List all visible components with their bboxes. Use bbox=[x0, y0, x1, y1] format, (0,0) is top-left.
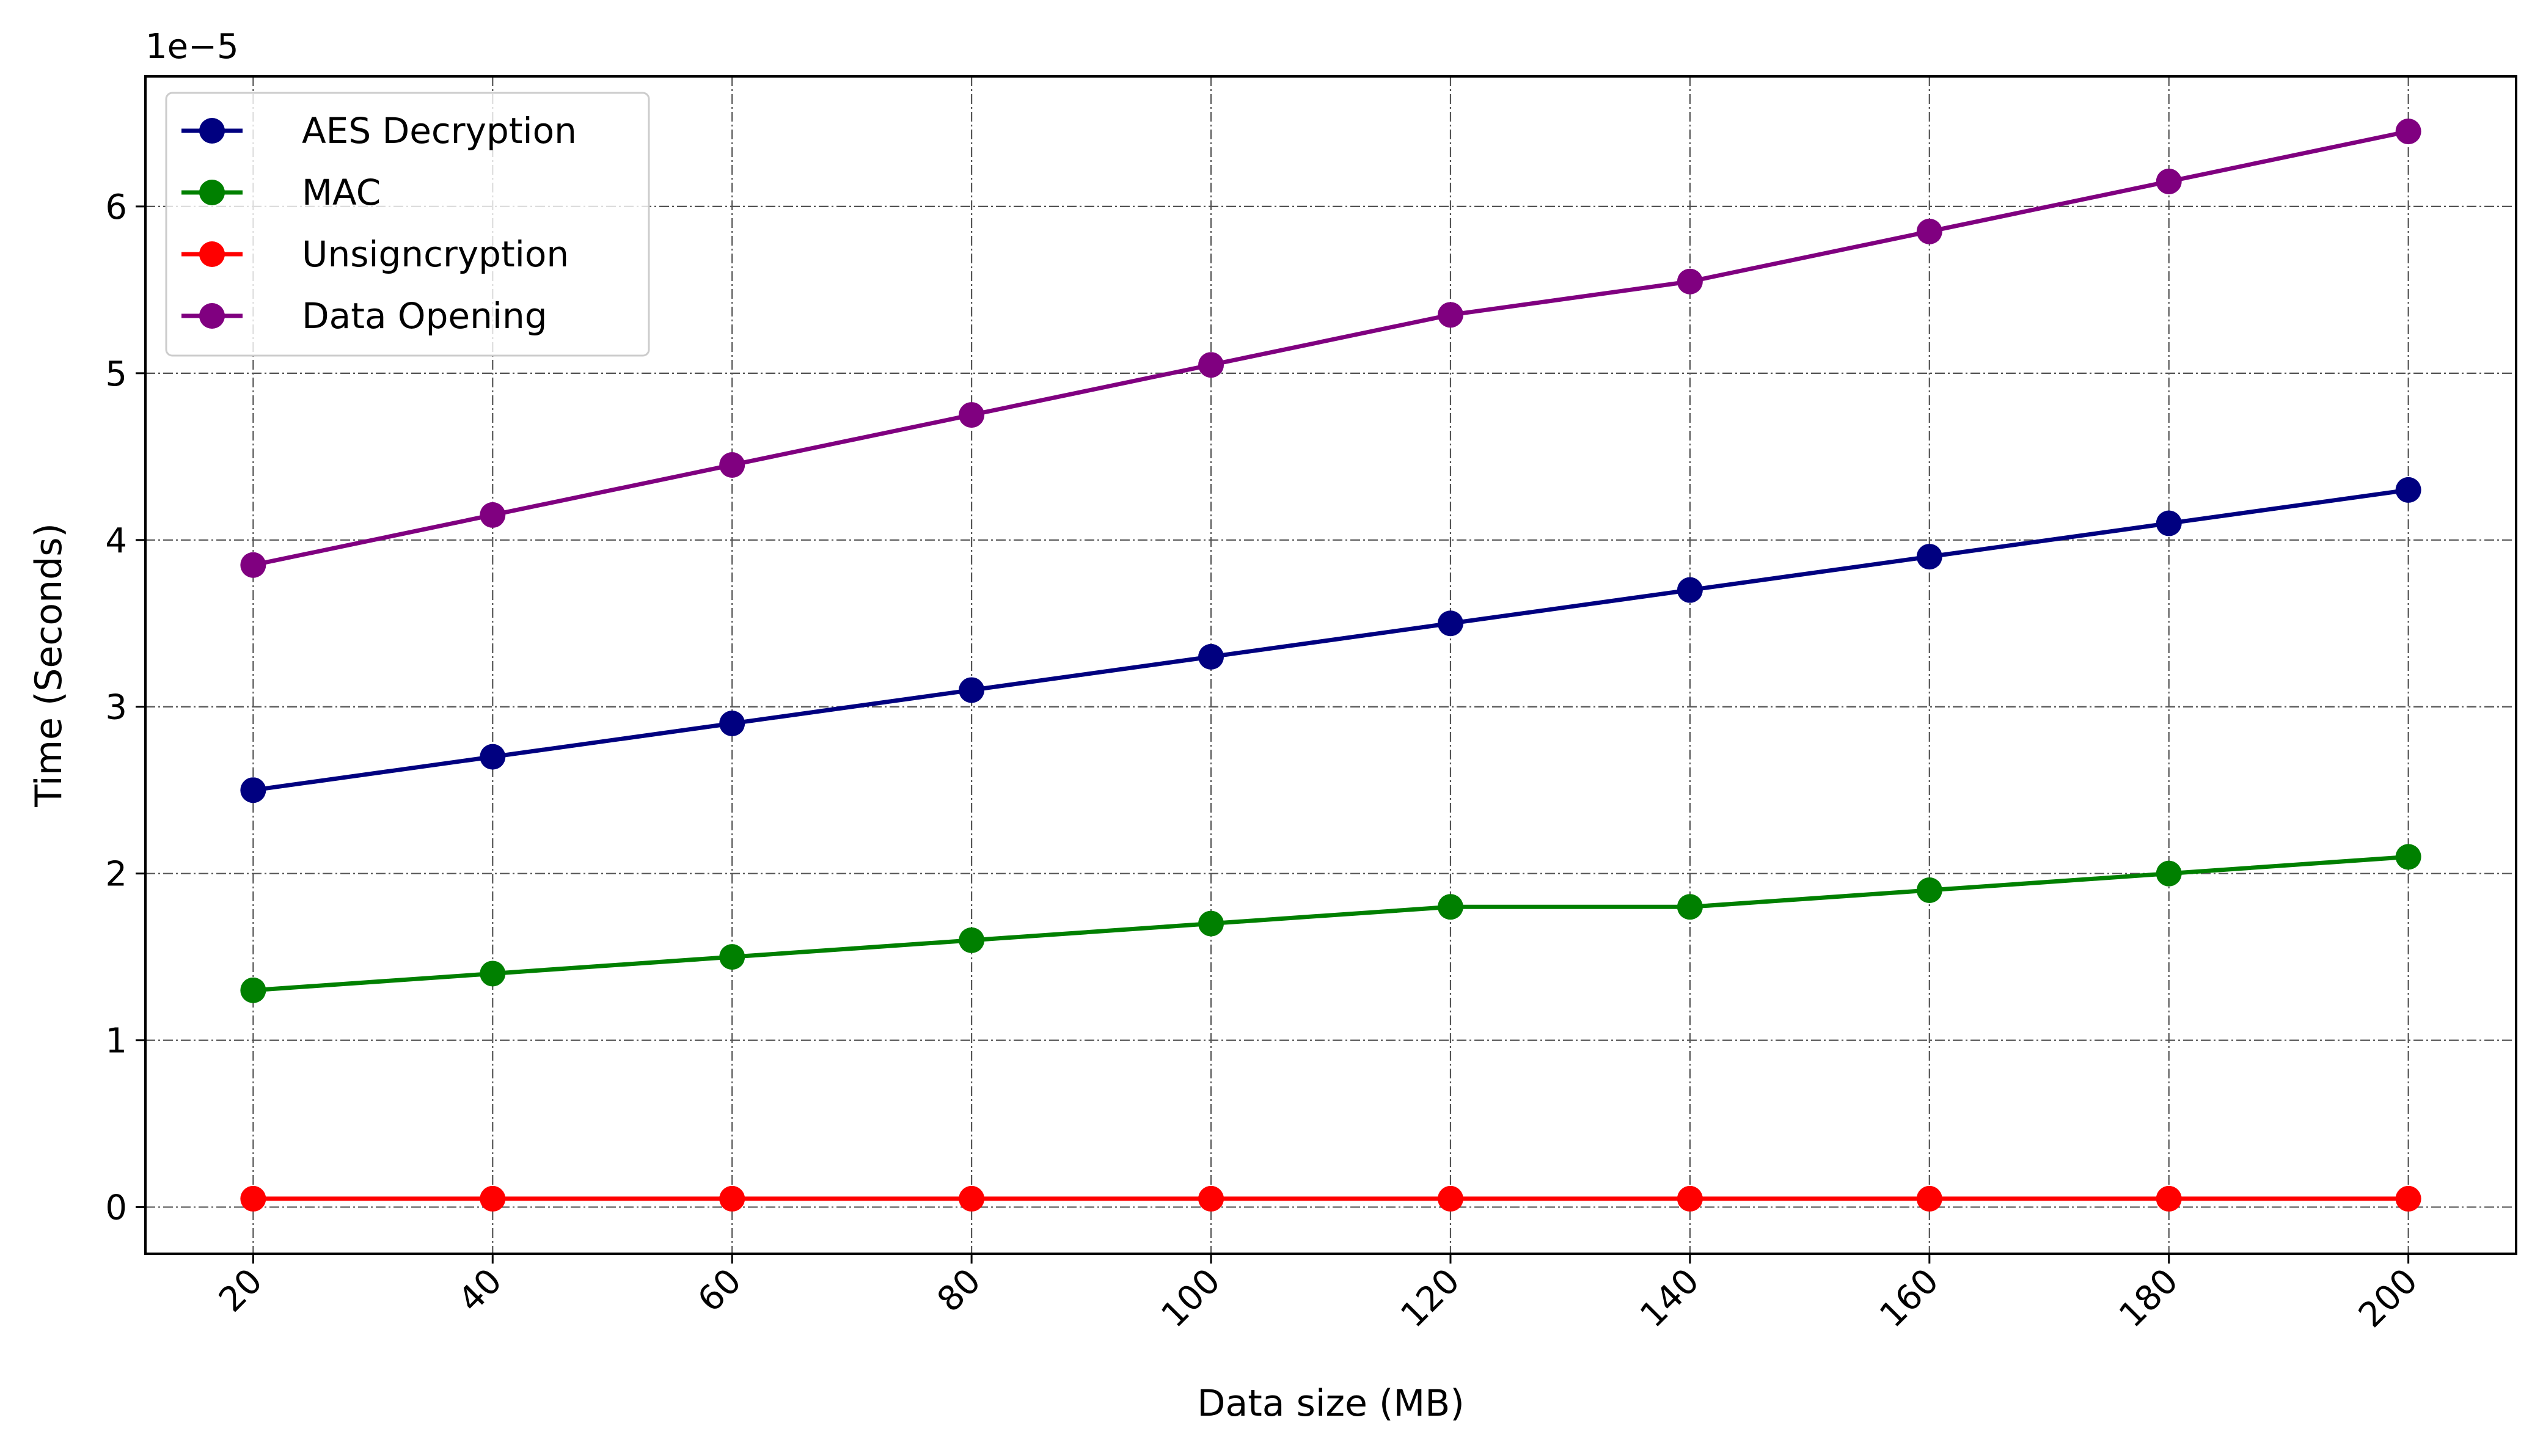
legend-marker bbox=[199, 118, 225, 144]
series-2 bbox=[240, 1185, 2421, 1212]
plot-frame bbox=[144, 75, 2517, 1255]
data-point bbox=[2156, 1185, 2182, 1212]
y-offset-label: 1e−5 bbox=[145, 27, 239, 67]
data-point bbox=[1677, 268, 1703, 294]
data-point bbox=[719, 452, 745, 478]
data-point bbox=[959, 1185, 985, 1212]
data-point bbox=[2395, 844, 2421, 870]
legend-label: MAC bbox=[302, 172, 381, 213]
data-point bbox=[1677, 1185, 1703, 1212]
y-tick-label: 5 bbox=[105, 354, 127, 394]
data-point bbox=[240, 977, 266, 1003]
data-point bbox=[240, 777, 266, 803]
legend-item: Data Opening bbox=[181, 295, 547, 337]
data-point bbox=[1437, 610, 1463, 637]
data-point bbox=[240, 1185, 266, 1212]
data-point bbox=[480, 502, 506, 528]
data-point bbox=[1437, 894, 1463, 920]
data-point bbox=[1677, 894, 1703, 920]
data-point bbox=[480, 960, 506, 987]
data-point bbox=[1198, 643, 1224, 670]
grid-lines bbox=[145, 76, 2516, 1254]
data-point bbox=[719, 711, 745, 737]
series-line bbox=[251, 854, 2411, 993]
data-point bbox=[2395, 1185, 2421, 1212]
legend-marker bbox=[199, 303, 225, 329]
y-axis-label: Time (Seconds) bbox=[27, 523, 70, 808]
data-point bbox=[2395, 477, 2421, 503]
series-1 bbox=[240, 844, 2421, 1003]
legend-box bbox=[165, 92, 650, 357]
legend: AES Decryption MAC Unsigncryption Data Open… bbox=[165, 92, 650, 357]
data-point bbox=[959, 677, 985, 703]
data-point bbox=[2395, 119, 2421, 145]
y-tick-label: 3 bbox=[105, 688, 127, 728]
data-point bbox=[1677, 577, 1703, 603]
data-point bbox=[480, 744, 506, 770]
data-point bbox=[1916, 544, 1942, 570]
data-point bbox=[2156, 860, 2182, 887]
x-axis-label: Data size (MB) bbox=[1197, 1382, 1465, 1425]
y-tick-label: 6 bbox=[105, 188, 127, 227]
y-tick-label: 2 bbox=[105, 855, 127, 894]
legend-label: AES Decryption bbox=[302, 110, 577, 152]
legend-marker bbox=[199, 241, 225, 267]
legend-item: AES Decryption bbox=[181, 110, 577, 152]
data-point bbox=[2156, 168, 2182, 194]
series-line bbox=[251, 488, 2411, 792]
series-layer bbox=[240, 119, 2421, 1212]
series-3 bbox=[240, 119, 2421, 578]
data-point bbox=[1916, 218, 1942, 244]
y-tick-label: 0 bbox=[105, 1188, 127, 1228]
data-point bbox=[1916, 1185, 1942, 1212]
data-point bbox=[959, 927, 985, 953]
y-tick-label: 4 bbox=[105, 521, 127, 561]
legend-marker bbox=[199, 180, 225, 205]
legend-label: Unsigncryption bbox=[302, 233, 569, 275]
data-point bbox=[240, 552, 266, 578]
data-point bbox=[1198, 910, 1224, 937]
data-point bbox=[1916, 877, 1942, 903]
data-point bbox=[1437, 1185, 1463, 1212]
data-point bbox=[480, 1185, 506, 1212]
data-point bbox=[1437, 302, 1463, 328]
y-axis-ticks: 0 1 2 3 4 5 6 bbox=[105, 188, 145, 1228]
legend-item: Unsigncryption bbox=[181, 233, 569, 275]
legend-label: Data Opening bbox=[302, 295, 547, 337]
data-point bbox=[719, 944, 745, 970]
data-point bbox=[1198, 1185, 1224, 1212]
y-tick-label: 1 bbox=[105, 1022, 127, 1061]
data-point bbox=[959, 402, 985, 428]
data-point bbox=[1198, 352, 1224, 378]
data-point bbox=[2156, 510, 2182, 536]
data-point bbox=[719, 1185, 745, 1212]
series-0 bbox=[240, 477, 2421, 803]
legend-item: MAC bbox=[181, 172, 381, 213]
series-line bbox=[251, 129, 2411, 568]
